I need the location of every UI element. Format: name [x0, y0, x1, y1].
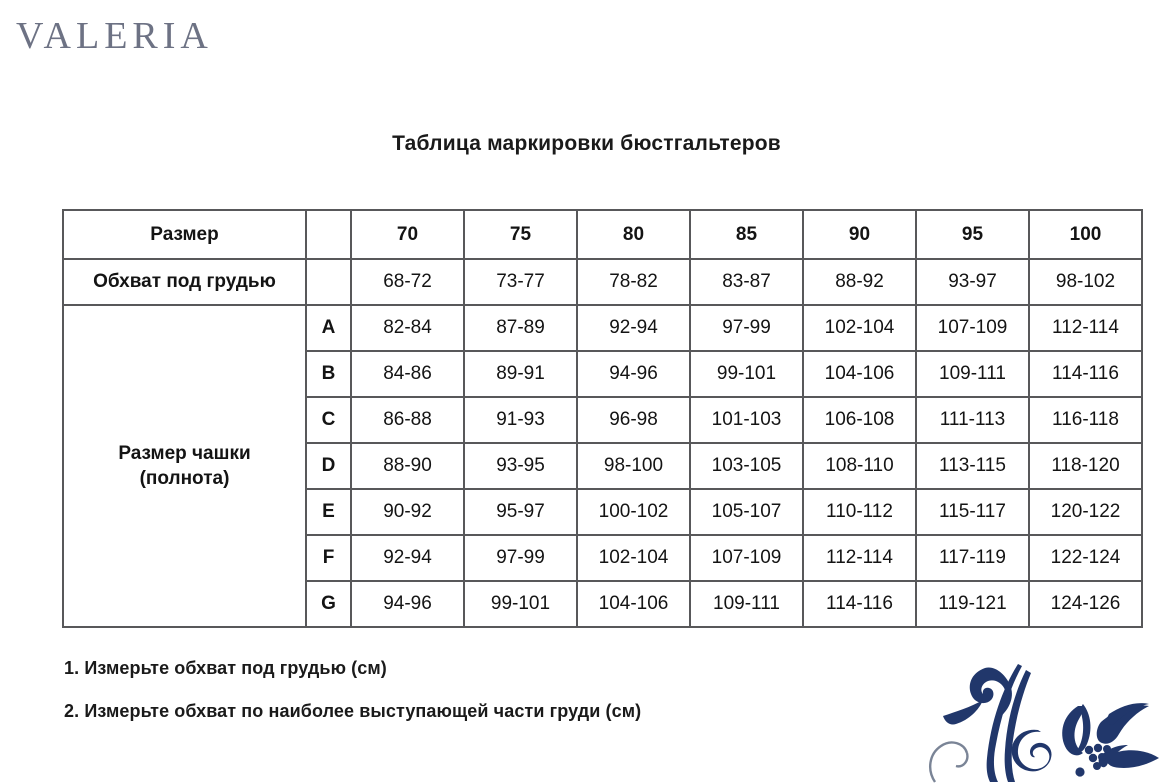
cup-f-value-95: 117-119 — [915, 534, 1030, 582]
cup-letter-b: B — [305, 350, 352, 398]
cup-b-value-95: 109-111 — [915, 350, 1030, 398]
cup-e-value-70: 90-92 — [350, 488, 465, 536]
bra-size-table: Размер 70 75 80 85 90 95 100 Обхват под … — [62, 209, 1143, 628]
cup-letter-d: D — [305, 442, 352, 490]
table-row-cup-a: Размер чашки (полнота) A 82-84 87-89 92-… — [62, 304, 1143, 628]
cup-a-value-90: 102-104 — [802, 304, 917, 352]
size-header-85: 85 — [689, 209, 804, 260]
cup-d-value-75: 93-95 — [463, 442, 578, 490]
table-row-cup-g: G 94-96 99-101 104-106 109-111 114-116 1… — [63, 580, 1143, 628]
cup-e-value-95: 115-117 — [915, 488, 1030, 536]
size-header-100: 100 — [1028, 209, 1143, 260]
cup-d-value-80: 98-100 — [576, 442, 691, 490]
table-row-underbust: Обхват под грудью 68-72 73-77 78-82 83-8… — [62, 258, 1143, 306]
cup-b-value-90: 104-106 — [802, 350, 917, 398]
table-row-size-header: Размер 70 75 80 85 90 95 100 — [62, 209, 1143, 260]
size-header-80: 80 — [576, 209, 691, 260]
row-header-cup-size: Размер чашки (полнота) — [62, 304, 307, 628]
cup-label-line-2: (полнота) — [139, 468, 230, 489]
cup-d-value-95: 113-115 — [915, 442, 1030, 490]
underbust-value-70: 68-72 — [350, 258, 465, 306]
cup-label-line-1: Размер чашки — [118, 443, 251, 464]
instructions-list: 1. Измерьте обхват под грудью (см) 2. Из… — [64, 658, 964, 744]
table-row-cup-b: B 84-86 89-91 94-96 99-101 104-106 109-1… — [63, 350, 1143, 398]
cup-f-value-90: 112-114 — [802, 534, 917, 582]
cup-letter-e: E — [305, 488, 352, 536]
cup-f-value-85: 107-109 — [689, 534, 804, 582]
cup-letter-a: A — [305, 304, 352, 352]
underbust-value-75: 73-77 — [463, 258, 578, 306]
row-header-underbust: Обхват под грудью — [62, 258, 307, 306]
row-header-size: Размер — [62, 209, 307, 260]
underbust-value-95: 93-97 — [915, 258, 1030, 306]
cup-d-value-90: 108-110 — [802, 442, 917, 490]
size-header-95: 95 — [915, 209, 1030, 260]
underbust-value-100: 98-102 — [1028, 258, 1143, 306]
cup-a-value-100: 112-114 — [1028, 304, 1143, 352]
cup-b-value-80: 94-96 — [576, 350, 691, 398]
cup-e-value-90: 110-112 — [802, 488, 917, 536]
cup-g-value-85: 109-111 — [689, 580, 804, 628]
size-header-75: 75 — [463, 209, 578, 260]
cup-c-value-75: 91-93 — [463, 396, 578, 444]
underbust-cup-blank — [305, 258, 352, 306]
instruction-step-1: 1. Измерьте обхват под грудью (см) — [64, 658, 387, 678]
cup-g-value-100: 124-126 — [1028, 580, 1143, 628]
cup-b-value-75: 89-91 — [463, 350, 578, 398]
cup-g-value-90: 114-116 — [802, 580, 917, 628]
cup-b-value-70: 84-86 — [350, 350, 465, 398]
brand-logo: VALERIA — [16, 15, 213, 57]
cup-g-value-95: 119-121 — [915, 580, 1030, 628]
cup-c-value-100: 116-118 — [1028, 396, 1143, 444]
page-title: Таблица маркировки бюстгальтеров — [392, 132, 781, 155]
cup-e-value-80: 100-102 — [576, 488, 691, 536]
cup-c-value-95: 111-113 — [915, 396, 1030, 444]
cup-e-value-75: 95-97 — [463, 488, 578, 536]
cup-d-value-85: 103-105 — [689, 442, 804, 490]
cup-g-value-80: 104-106 — [576, 580, 691, 628]
cup-letter-f: F — [305, 534, 352, 582]
cup-letter-g: G — [305, 580, 352, 628]
cup-f-value-70: 92-94 — [350, 534, 465, 582]
cup-b-value-100: 114-116 — [1028, 350, 1143, 398]
table-row-cup-c: C 86-88 91-93 96-98 101-103 106-108 111-… — [63, 396, 1143, 444]
header-cup-blank — [305, 209, 352, 260]
cup-f-value-100: 122-124 — [1028, 534, 1143, 582]
cup-c-value-90: 106-108 — [802, 396, 917, 444]
cup-c-value-80: 96-98 — [576, 396, 691, 444]
cup-f-value-75: 97-99 — [463, 534, 578, 582]
table-row-cup-d: D 88-90 93-95 98-100 103-105 108-110 113… — [63, 442, 1143, 490]
cup-e-value-85: 105-107 — [689, 488, 804, 536]
underbust-value-85: 83-87 — [689, 258, 804, 306]
cup-d-value-100: 118-120 — [1028, 442, 1143, 490]
cup-f-value-80: 102-104 — [576, 534, 691, 582]
size-table-container: Размер 70 75 80 85 90 95 100 Обхват под … — [62, 209, 1143, 628]
cup-c-value-70: 86-88 — [350, 396, 465, 444]
cup-a-value-75: 87-89 — [463, 304, 578, 352]
cup-g-value-75: 99-101 — [463, 580, 578, 628]
table-row-cup-e: E 90-92 95-97 100-102 105-107 110-112 11… — [63, 488, 1143, 536]
size-header-90: 90 — [802, 209, 917, 260]
cup-b-value-85: 99-101 — [689, 350, 804, 398]
cup-c-value-85: 101-103 — [689, 396, 804, 444]
instruction-step-2: 2. Измерьте обхват по наиболее выступающ… — [64, 701, 642, 721]
cup-a-value-80: 92-94 — [576, 304, 691, 352]
table-row-cup-f: F 92-94 97-99 102-104 107-109 112-114 11… — [63, 534, 1143, 582]
cup-g-value-70: 94-96 — [350, 580, 465, 628]
cup-a-value-85: 97-99 — [689, 304, 804, 352]
cup-e-value-100: 120-122 — [1028, 488, 1143, 536]
cup-a-value-70: 82-84 — [350, 304, 465, 352]
cup-a-value-95: 107-109 — [915, 304, 1030, 352]
underbust-value-80: 78-82 — [576, 258, 691, 306]
size-header-70: 70 — [350, 209, 465, 260]
cup-letter-c: C — [305, 396, 352, 444]
underbust-value-90: 88-92 — [802, 258, 917, 306]
cup-d-value-70: 88-90 — [350, 442, 465, 490]
